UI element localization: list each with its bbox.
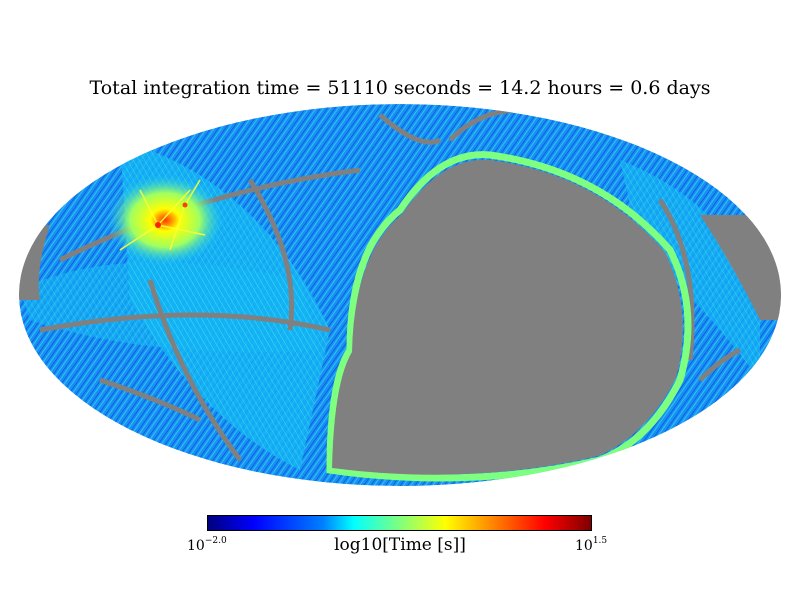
colorbar-min-tick: 10−2.0: [187, 536, 227, 554]
hotspot-rays: [119, 179, 206, 251]
hotspot-region: [107, 175, 223, 265]
hotspot-peak: [155, 222, 161, 228]
colorbar: [207, 515, 592, 531]
mask-region-main: [332, 159, 683, 475]
colorbar-label: log10[Time [s]]: [334, 535, 466, 555]
colorbar-max-tick: 101.5: [575, 536, 608, 554]
chart-title: Total integration time = 51110 seconds =…: [89, 77, 711, 99]
coverage-swath: [20, 262, 320, 352]
hotspot-peak: [182, 202, 188, 208]
